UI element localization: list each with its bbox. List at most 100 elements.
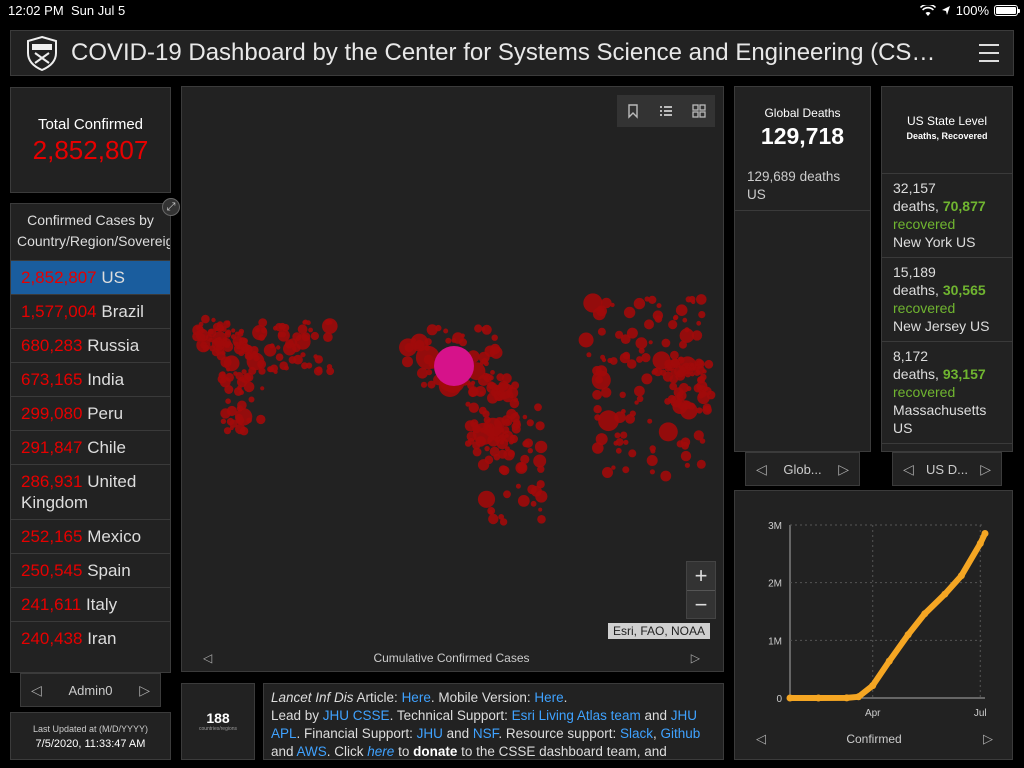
case-bubble[interactable] [223, 355, 240, 372]
case-bubble[interactable] [646, 455, 658, 466]
case-bubble[interactable] [626, 327, 638, 339]
case-bubble[interactable] [310, 331, 319, 341]
case-bubble[interactable] [482, 410, 490, 418]
case-bubble[interactable] [231, 328, 236, 333]
case-bubble[interactable] [308, 327, 313, 333]
case-bubble[interactable] [536, 480, 545, 489]
case-bubble[interactable] [682, 317, 688, 323]
case-bubble[interactable] [598, 410, 619, 432]
basemap-gallery-icon[interactable] [691, 103, 707, 119]
zoom-out-button[interactable]: − [687, 590, 715, 618]
case-bubble[interactable] [220, 418, 227, 424]
case-bubble[interactable] [597, 327, 606, 336]
case-bubble[interactable] [504, 433, 509, 438]
case-bubble[interactable] [443, 328, 449, 334]
case-bubble[interactable] [257, 359, 267, 369]
case-bubble[interactable] [402, 356, 413, 368]
case-bubble[interactable] [464, 440, 472, 447]
case-bubble[interactable] [614, 432, 621, 439]
case-bubble[interactable] [672, 315, 678, 321]
case-bubble[interactable] [595, 433, 608, 446]
nsf-link[interactable]: NSF [472, 726, 499, 741]
case-bubble[interactable] [648, 340, 653, 345]
case-bubble[interactable] [477, 490, 496, 508]
prev-page-button[interactable]: ◁ [31, 681, 42, 698]
case-bubble[interactable] [260, 386, 265, 391]
us-state-row[interactable]: 32,157 deaths, 70,877 recovered New York US [882, 174, 1012, 258]
case-bubble[interactable] [652, 310, 664, 321]
case-bubble[interactable] [693, 383, 703, 393]
case-bubble[interactable] [288, 338, 298, 348]
chart-prev-button[interactable]: ◁ [756, 731, 766, 746]
case-bubble[interactable] [664, 398, 671, 405]
case-bubble[interactable] [638, 347, 645, 354]
case-bubble[interactable] [530, 485, 542, 497]
case-bubble[interactable] [277, 329, 290, 342]
case-bubble[interactable] [609, 357, 618, 365]
case-bubble[interactable] [501, 373, 512, 384]
case-bubble[interactable] [689, 362, 695, 368]
case-bubble[interactable] [489, 346, 503, 359]
case-bubble[interactable] [628, 449, 637, 458]
case-bubble[interactable] [220, 408, 231, 419]
case-bubble[interactable] [658, 422, 678, 442]
case-bubble[interactable] [684, 365, 689, 370]
case-bubble[interactable] [273, 325, 278, 331]
case-bubble[interactable] [693, 430, 704, 441]
map-panel[interactable] [181, 86, 724, 672]
case-bubble[interactable] [488, 509, 494, 515]
case-bubble[interactable] [487, 381, 496, 390]
country-row[interactable]: 1,577,004 Brazil [11, 294, 170, 328]
case-bubble[interactable] [696, 407, 703, 414]
case-bubble[interactable] [622, 351, 631, 360]
case-bubble[interactable] [614, 411, 626, 424]
case-bubble[interactable] [583, 293, 603, 313]
country-row[interactable]: 291,847 Chile [11, 430, 170, 464]
case-bubble[interactable] [214, 327, 219, 332]
case-bubble[interactable] [680, 450, 692, 462]
case-bubble[interactable] [653, 367, 663, 377]
case-bubble[interactable] [474, 324, 483, 333]
case-bubble[interactable] [236, 376, 248, 388]
case-bubble[interactable] [315, 366, 323, 374]
case-bubble[interactable] [460, 333, 465, 338]
case-bubble[interactable] [520, 454, 530, 464]
case-bubble[interactable] [237, 330, 244, 337]
case-bubble[interactable] [258, 367, 266, 375]
case-bubble[interactable] [626, 359, 637, 369]
legend-list-icon[interactable] [658, 103, 674, 119]
map-prev-button[interactable]: ◁ [203, 651, 213, 665]
case-bubble[interactable] [686, 386, 692, 392]
case-bubble[interactable] [258, 318, 268, 327]
case-bubble[interactable] [507, 450, 515, 458]
case-bubble[interactable] [241, 369, 247, 375]
case-bubble[interactable] [613, 440, 619, 446]
case-bubble[interactable] [234, 387, 243, 396]
case-bubble[interactable] [611, 465, 616, 470]
global-deaths-next-button[interactable]: ▷ [838, 460, 849, 477]
case-bubble[interactable] [660, 470, 672, 482]
case-bubble[interactable] [699, 438, 706, 444]
case-bubble[interactable] [481, 326, 486, 331]
case-bubble[interactable] [234, 408, 253, 426]
chart-next-button[interactable]: ▷ [983, 731, 993, 746]
case-bubble[interactable] [615, 447, 622, 454]
case-bubble[interactable] [435, 324, 442, 332]
case-bubble[interactable] [695, 365, 705, 375]
article-link[interactable]: Here [401, 690, 431, 705]
case-bubble[interactable] [211, 317, 216, 323]
us-state-row[interactable]: 8,172 deaths, 93,157 recovered Massachusett… [882, 342, 1012, 444]
case-bubble[interactable] [498, 449, 508, 459]
case-bubble[interactable] [269, 343, 275, 349]
case-bubble[interactable] [620, 431, 628, 439]
map-next-button[interactable]: ▷ [690, 651, 700, 665]
case-bubble[interactable] [602, 467, 613, 478]
case-bubble[interactable] [680, 402, 698, 420]
case-bubble[interactable] [510, 412, 520, 423]
case-bubble[interactable] [515, 483, 521, 489]
case-bubble[interactable] [538, 507, 543, 512]
case-bubble[interactable] [669, 374, 679, 384]
case-bubble[interactable] [635, 337, 648, 350]
case-bubble[interactable] [679, 328, 695, 343]
case-bubble[interactable] [535, 421, 545, 431]
